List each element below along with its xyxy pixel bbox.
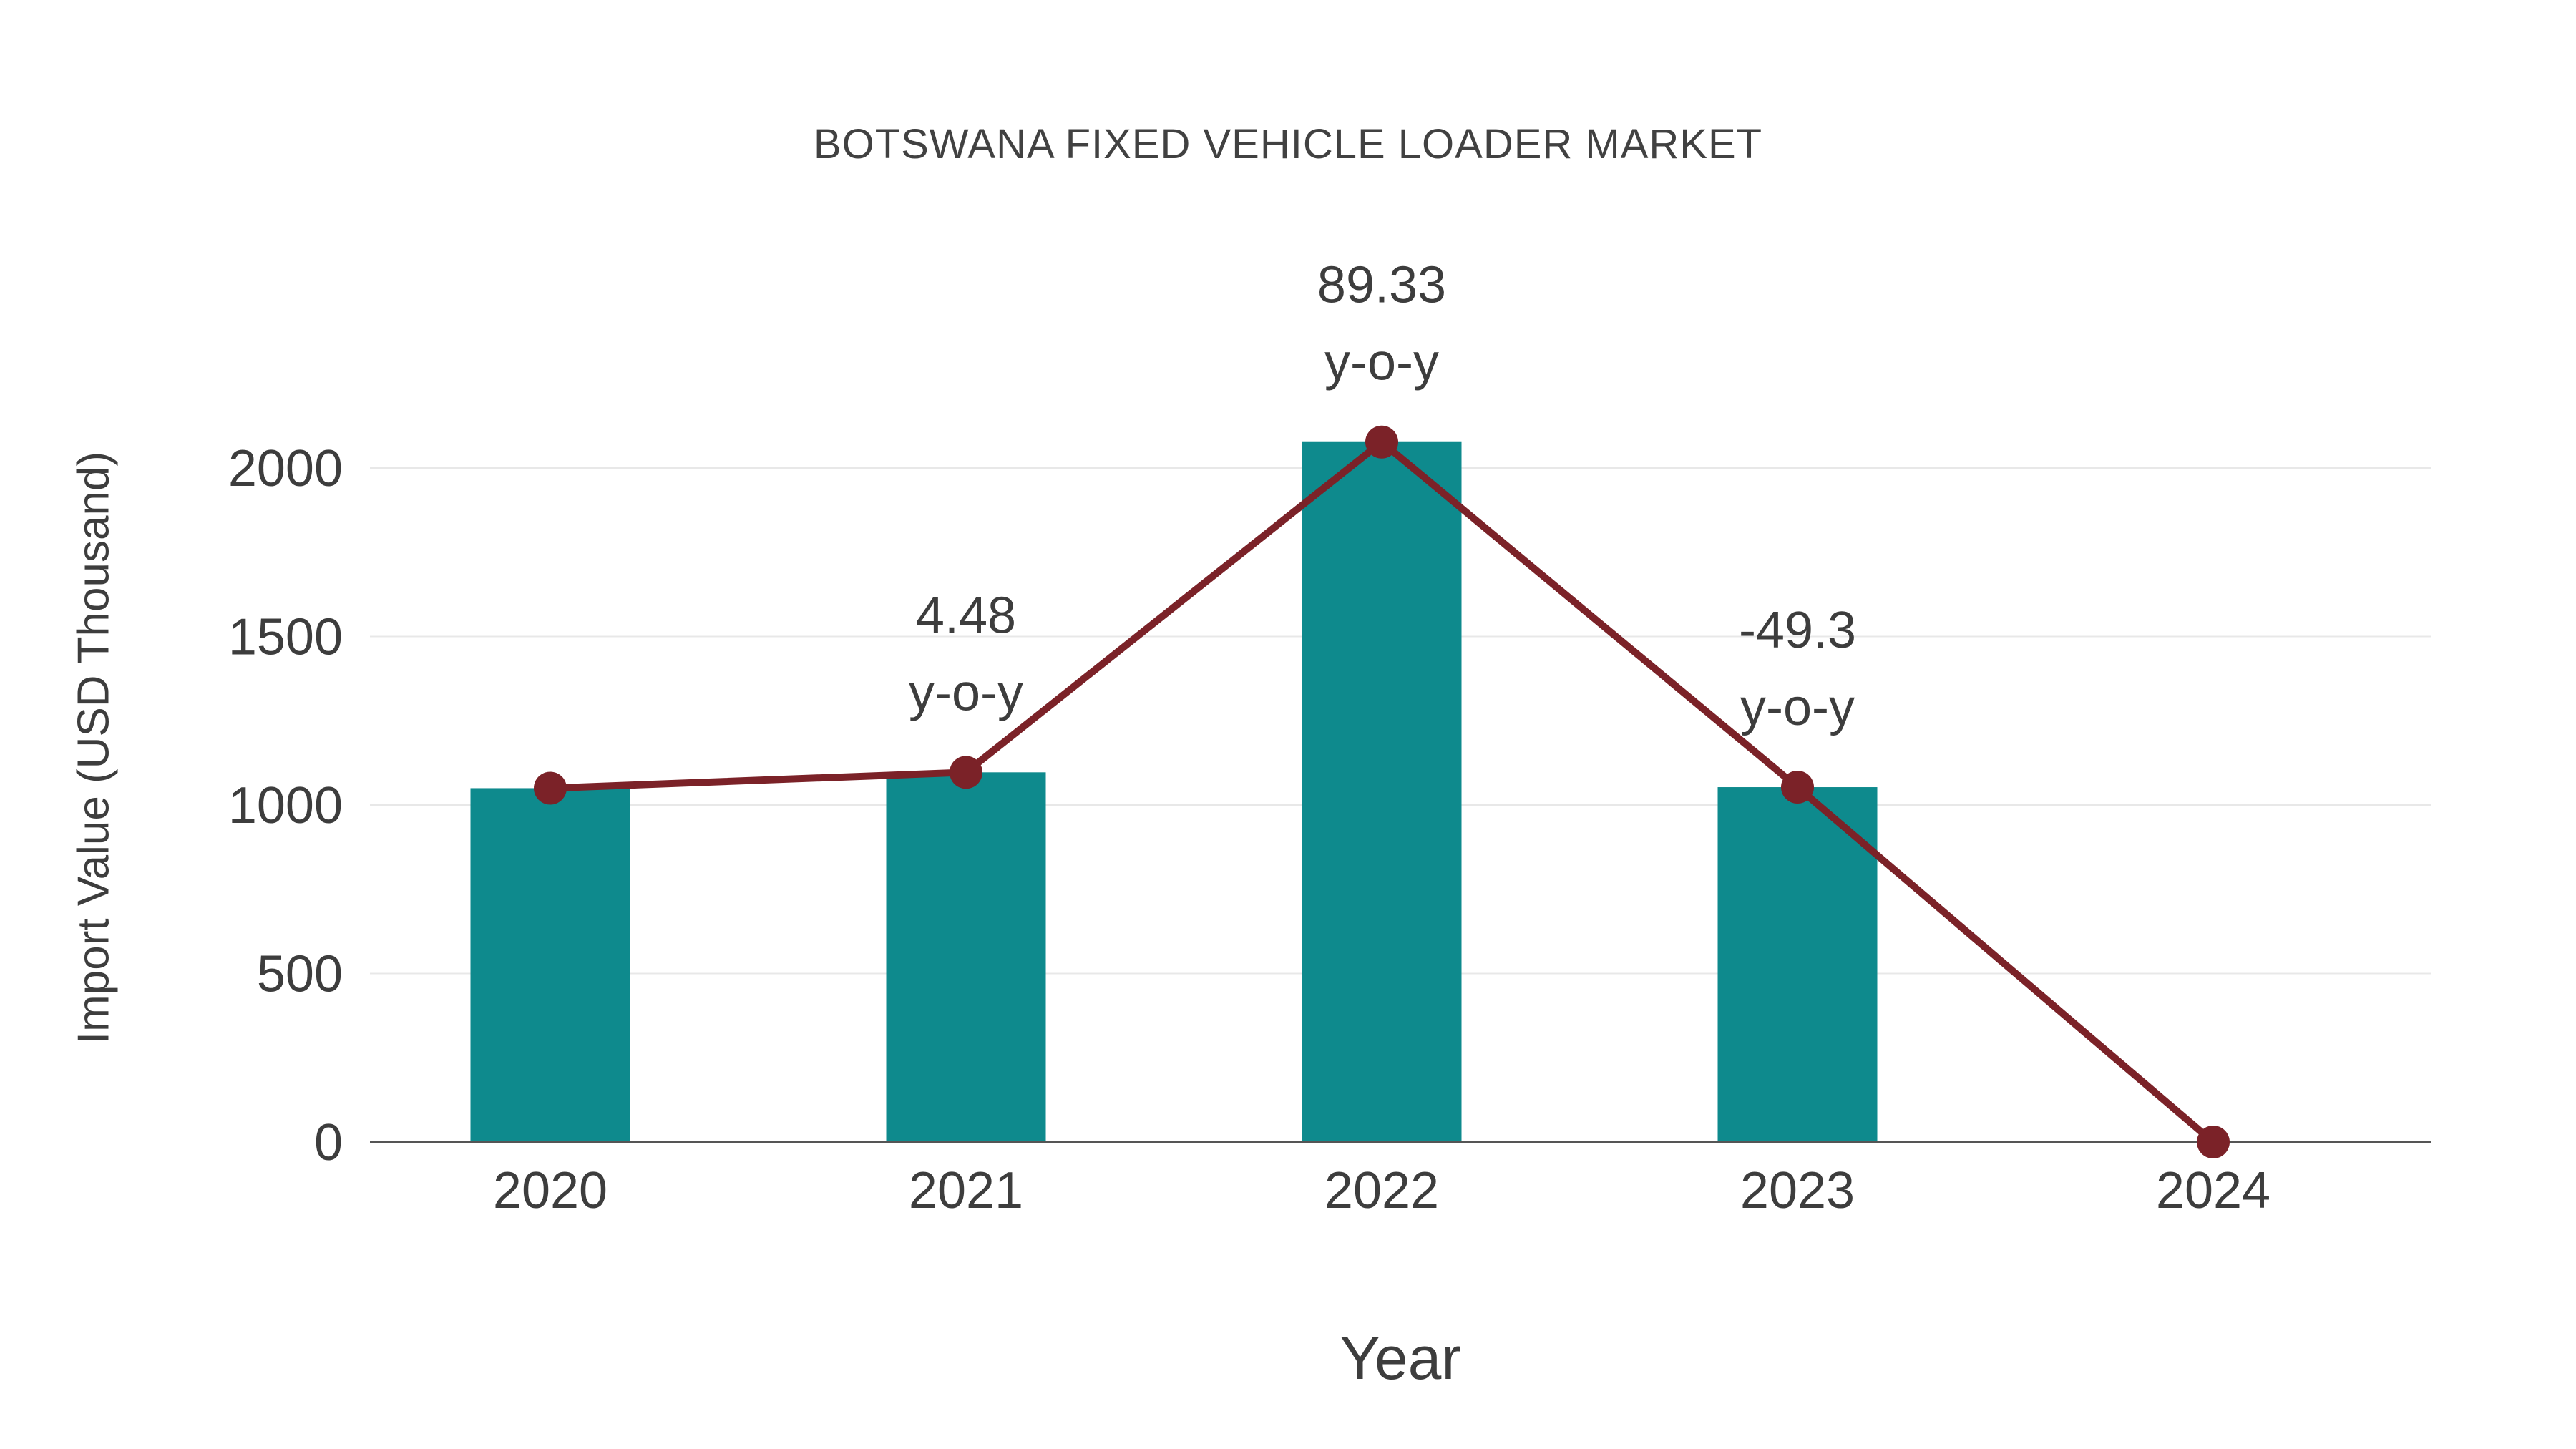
marker-2023 [1781,771,1814,804]
bar-2022 [1302,441,1462,1142]
marker-2021 [950,756,982,789]
x-axis-title: Year [1340,1324,1462,1392]
x-tick-label: 2023 [1740,1162,1855,1219]
chart-title: BOTSWANA FIXED VEHICLE LOADER MARKET [813,121,1763,167]
bar-2023 [1717,787,1878,1142]
marker-2024 [2197,1126,2230,1158]
y-tick-label: 1000 [228,777,343,834]
bar-2021 [886,772,1046,1142]
y-tick-label: 500 [257,946,343,1003]
annotation-label-2023: y-o-y [1740,679,1855,736]
annotation-label-2022: y-o-y [1324,334,1439,391]
x-tick-label: 2024 [2156,1162,2270,1219]
marker-2022 [1365,425,1398,459]
marker-2020 [534,771,567,805]
annotation-value-2022: 89.33 [1317,257,1446,314]
annotation-label-2021: y-o-y [909,664,1023,721]
y-tick-label: 0 [314,1114,343,1171]
y-tick-label: 1500 [228,609,343,666]
x-tick-label: 2020 [493,1162,608,1219]
x-tick-label: 2021 [909,1162,1023,1219]
x-tick-label: 2022 [1324,1162,1439,1219]
annotation-value-2023: -49.3 [1739,602,1856,659]
y-tick-label: 2000 [228,440,343,497]
annotation-value-2021: 4.48 [916,587,1016,644]
bar-2020 [470,788,630,1142]
